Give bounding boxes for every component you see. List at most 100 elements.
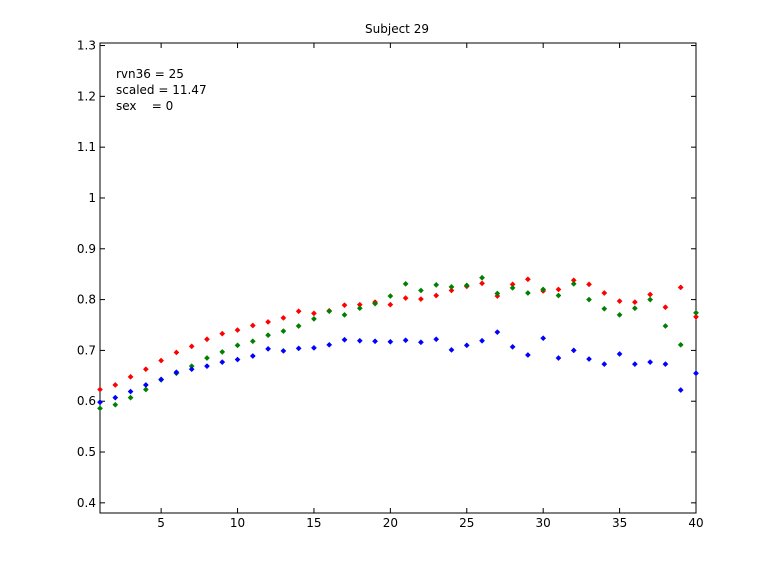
data-point <box>310 344 317 351</box>
data-point <box>693 309 699 316</box>
data-point <box>693 370 699 377</box>
x-tick-label: 40 <box>688 516 703 530</box>
x-tick-label: 10 <box>230 516 245 530</box>
data-point <box>97 405 103 412</box>
data-point <box>372 338 379 345</box>
data-point <box>265 318 272 325</box>
data-point <box>204 336 210 343</box>
data-point <box>295 308 302 315</box>
data-point <box>173 349 180 356</box>
y-tick-label: 0.9 <box>77 242 96 256</box>
data-point <box>631 305 638 312</box>
data-point <box>479 337 486 344</box>
y-tick-label: 1.3 <box>77 39 96 53</box>
data-point <box>204 363 210 370</box>
data-point <box>479 274 486 281</box>
data-point <box>341 302 348 309</box>
y-tick-label: 0.7 <box>77 343 96 357</box>
data-point <box>479 280 486 287</box>
x-tick-label: 15 <box>306 516 321 530</box>
data-point <box>219 330 226 337</box>
data-point <box>295 345 302 352</box>
y-tick-label: 1 <box>88 191 96 205</box>
data-point <box>631 299 638 306</box>
data-point <box>601 290 608 296</box>
data-point <box>555 292 562 299</box>
annotation-box: rvn36 = 25 scaled = 11.47 sex = 0 <box>116 67 207 113</box>
y-tick-label: 0.5 <box>77 445 96 459</box>
data-point <box>662 323 669 329</box>
data-point <box>540 335 547 342</box>
data-point <box>127 394 134 401</box>
data-point <box>188 366 195 373</box>
data-point <box>601 305 608 312</box>
y-tick-label: 0.8 <box>77 293 96 307</box>
series-2 <box>97 274 699 412</box>
data-point <box>249 353 256 359</box>
data-point <box>433 336 440 343</box>
data-point <box>463 282 470 289</box>
data-point <box>112 394 119 401</box>
data-point <box>494 290 501 297</box>
data-point <box>417 287 424 294</box>
annotation-line: sex = 0 <box>116 99 173 113</box>
data-point <box>555 355 562 361</box>
data-point <box>586 356 592 362</box>
x-tick-label: 35 <box>612 516 627 530</box>
data-point <box>586 296 592 303</box>
data-points <box>97 274 699 412</box>
y-tick-label: 0.6 <box>77 394 96 408</box>
data-point <box>158 376 165 383</box>
x-tick-label: 30 <box>536 516 551 530</box>
data-point <box>524 290 531 296</box>
data-point <box>402 280 409 287</box>
data-point <box>234 342 241 349</box>
data-point <box>310 310 317 317</box>
data-point <box>662 304 669 311</box>
series-3 <box>97 329 699 406</box>
data-point <box>219 359 226 366</box>
data-point <box>402 337 409 344</box>
data-point <box>341 311 348 318</box>
data-point <box>402 295 409 302</box>
data-point <box>204 355 210 361</box>
data-point <box>693 313 699 320</box>
annotation-line: scaled = 11.47 <box>116 83 207 97</box>
plot-area <box>99 42 697 514</box>
data-point <box>677 387 684 393</box>
chart-title: Subject 29 <box>365 22 429 36</box>
data-point <box>570 280 577 287</box>
data-point <box>662 361 669 368</box>
data-point <box>112 382 119 388</box>
data-point <box>570 347 577 354</box>
x-tick-label: 25 <box>459 516 474 530</box>
data-point <box>280 328 287 335</box>
data-point <box>631 361 638 368</box>
x-tick-label: 20 <box>383 516 398 530</box>
data-point <box>142 366 149 373</box>
data-point <box>158 357 165 364</box>
data-point <box>586 281 592 288</box>
data-point <box>509 284 516 291</box>
data-point <box>417 339 424 346</box>
data-point <box>616 311 623 318</box>
annotation-line: rvn36 = 25 <box>116 67 184 81</box>
data-point <box>280 314 287 321</box>
data-point <box>356 337 363 344</box>
data-point <box>188 343 195 350</box>
data-point <box>112 401 119 408</box>
axis-ticks: 5 10 15 20 25 30 35 40 0.4 0.5 0.6 0.7 0.8 0.9 1 1.1 1.2… <box>77 39 704 530</box>
data-point <box>509 343 516 350</box>
data-point <box>387 293 394 299</box>
data-point <box>234 356 241 363</box>
data-point <box>341 336 348 343</box>
data-point <box>417 296 424 303</box>
data-point <box>173 369 180 376</box>
data-point <box>127 388 134 395</box>
data-point <box>448 346 455 353</box>
data-point <box>97 399 103 406</box>
data-point <box>372 300 379 307</box>
data-point <box>265 345 272 352</box>
data-point <box>387 301 394 308</box>
data-point <box>326 308 333 315</box>
